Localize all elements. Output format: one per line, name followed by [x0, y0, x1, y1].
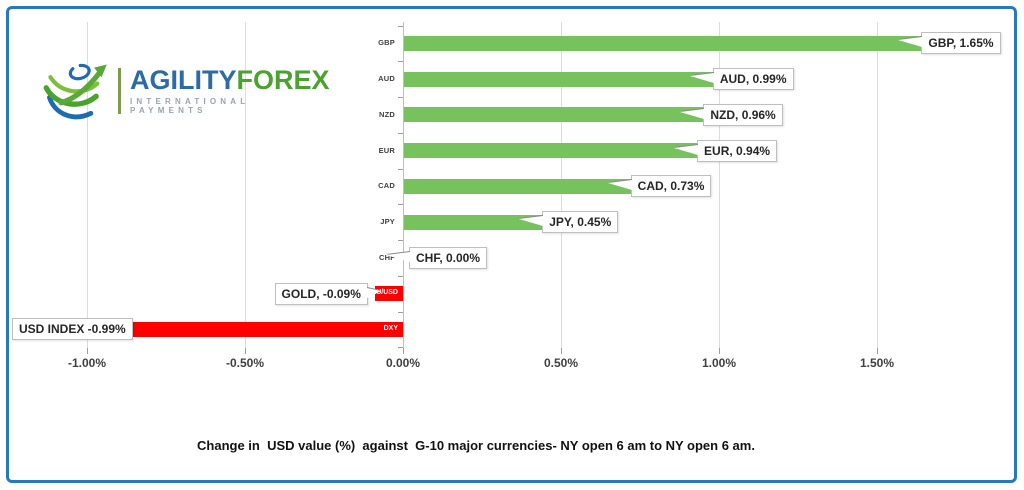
category-axis-tick: [398, 168, 403, 170]
gridline: [87, 22, 88, 348]
data-label-chf: CHF, 0.00%: [409, 246, 488, 269]
data-label-gbp: GBP, 1.65%: [921, 32, 1001, 55]
brand-tagline: INTERNATIONAL PAYMENTS: [130, 97, 250, 115]
category-label-aud: AUD: [378, 74, 395, 84]
bar-jpy: [404, 214, 547, 230]
data-label-nzd: NZD, 0.96%: [703, 103, 783, 126]
gridline: [245, 22, 246, 348]
x-axis-tick: [245, 348, 246, 354]
category-label-cad: CAD: [378, 181, 395, 191]
data-label-jpy: JPY, 0.45%: [542, 211, 619, 234]
category-label-chf: CHF: [0, 253, 395, 262]
brand-name-agility: AGILITY: [130, 65, 237, 95]
x-axis-tick: [403, 348, 404, 354]
category-label-gbp: GBP: [378, 38, 395, 48]
x-axis-tick-label: 0.50%: [543, 356, 579, 370]
category-axis-tick: [398, 347, 403, 349]
chart-caption: Change in USD value (%) against G-10 maj…: [197, 438, 755, 453]
globe-swoosh-icon: [43, 63, 107, 120]
data-label-dxy: USD INDEX -0.99%: [12, 318, 133, 341]
data-label-aud: AUD, 0.99%: [712, 68, 794, 91]
category-axis-tick: [398, 275, 403, 277]
category-label-xau/usd: XAU/USD: [366, 289, 398, 297]
category-axis-tick: [398, 97, 403, 99]
x-axis-tick-label: 0.00%: [385, 356, 421, 370]
category-axis-tick: [398, 132, 403, 134]
bar-cad: [404, 178, 635, 194]
x-axis-tick-label: -0.50%: [225, 356, 265, 370]
logo-divider: [118, 68, 121, 114]
brand-name-forex: FOREX: [236, 65, 330, 95]
gridline: [877, 22, 878, 348]
zero-axis-line: [403, 22, 404, 348]
x-axis-tick: [719, 348, 720, 354]
x-axis-tick: [561, 348, 562, 354]
bar-xau/usd: [374, 286, 403, 302]
data-label-eur: EUR, 0.94%: [697, 139, 778, 162]
data-label-cad: CAD, 0.73%: [630, 175, 712, 198]
brand-logo: AGILITYFOREX INTERNATIONAL PAYMENTS: [42, 58, 330, 128]
data-label-xau/usd: GOLD, -0.09%: [274, 282, 368, 305]
x-axis-tick: [87, 348, 88, 354]
category-axis-tick: [398, 25, 403, 27]
category-label-nzd: NZD: [378, 109, 395, 119]
x-axis-tick-label: 1.00%: [701, 356, 737, 370]
bar-nzd: [404, 107, 708, 123]
bar-aud: [404, 71, 717, 87]
bar-dxy: [90, 321, 403, 337]
gridline: [719, 22, 720, 348]
category-axis-tick: [398, 311, 403, 313]
category-label-dxy: DXY: [383, 324, 398, 332]
x-axis-tick-label: 1.50%: [859, 356, 895, 370]
bar-gbp: [404, 35, 926, 51]
category-axis-tick: [398, 204, 403, 206]
brand-name: AGILITYFOREX: [130, 66, 330, 94]
x-axis-tick: [877, 348, 878, 354]
x-axis-tick-label: -1.00%: [67, 356, 107, 370]
bar-eur: [404, 143, 702, 159]
category-label-eur: EUR: [378, 145, 395, 155]
category-label-jpy: JPY: [380, 217, 395, 227]
category-axis-tick: [398, 61, 403, 63]
category-axis-tick: [398, 240, 403, 242]
